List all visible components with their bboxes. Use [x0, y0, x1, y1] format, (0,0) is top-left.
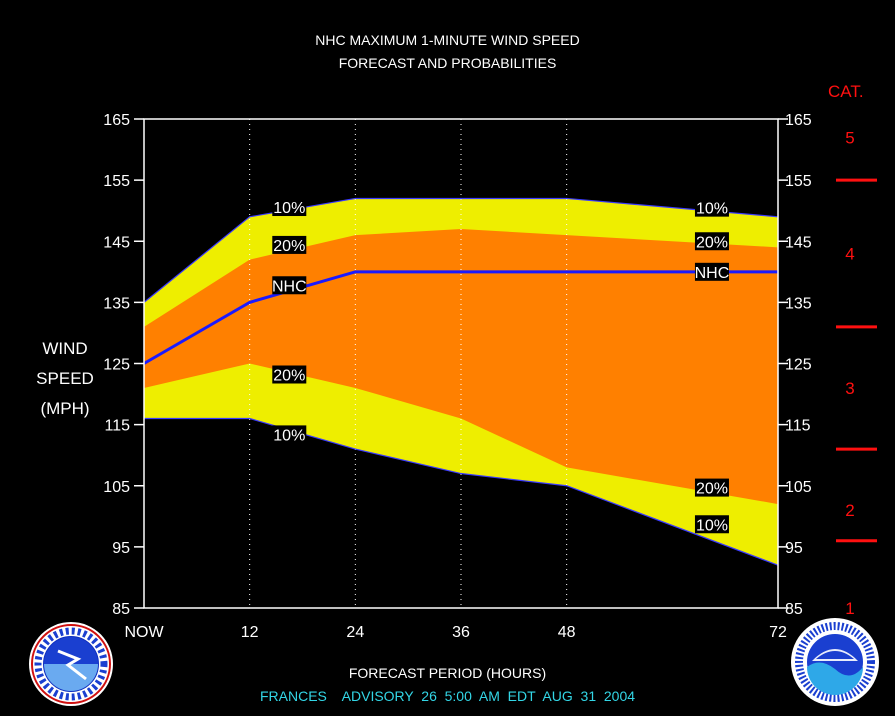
annotation-box — [272, 235, 307, 254]
annotation-label: NHC — [695, 265, 730, 282]
annotation-label: 20% — [273, 368, 305, 385]
annotation-box — [272, 425, 307, 444]
annotation-label: 10% — [696, 201, 728, 218]
annotation-box — [694, 198, 729, 217]
chart-title-line1: NHC MAXIMUM 1-MINUTE WIND SPEED — [315, 32, 580, 48]
y-tick-label-right: 85 — [785, 601, 803, 618]
y-tick-label-right: 105 — [785, 479, 812, 496]
y-tick-label-left: 155 — [103, 173, 130, 190]
y-tick-label-right: 155 — [785, 173, 812, 190]
y-tick-label-right: 165 — [785, 112, 812, 129]
category-label: 4 — [845, 244, 854, 263]
annotation-box — [272, 276, 307, 295]
annotation-label: 20% — [273, 238, 305, 255]
y-tick-label-left: 135 — [103, 295, 130, 312]
y-axis-label-line2: SPEED — [36, 369, 94, 388]
annotation-box — [272, 198, 307, 217]
noaa-logo — [791, 618, 879, 706]
y-axis-label-line3: (MPH) — [40, 399, 90, 418]
x-tick-label: 72 — [769, 624, 787, 641]
nhc-forecast-line — [143, 270, 778, 365]
y-tick-label-left: 165 — [103, 112, 130, 129]
y-tick-label-right: 115 — [785, 418, 811, 435]
y-tick-label-left: 95 — [112, 540, 130, 557]
x-tick-label: 12 — [241, 624, 259, 641]
x-axis-label: FORECAST PERIOD (HOURS) — [348, 665, 547, 681]
category-axis-title: CAT. — [828, 82, 864, 101]
band-edge-line-0 — [143, 197, 779, 303]
x-tick-label: NOW — [124, 624, 164, 641]
y-tick-label-right: 145 — [785, 234, 812, 251]
annotation-box — [272, 365, 307, 384]
annotation-box — [694, 478, 729, 497]
annotation-box — [694, 262, 729, 281]
chart-title-line2: FORECAST AND PROBABILITIES — [338, 55, 557, 71]
category-label: 1 — [845, 599, 854, 618]
band-edge-line-1 — [144, 417, 779, 566]
y-tick-label-right: 135 — [785, 295, 812, 312]
annotation-label: 20% — [696, 481, 728, 498]
y-tick-label-right: 95 — [785, 540, 803, 557]
category-label: 2 — [845, 501, 854, 520]
category-label: 5 — [845, 128, 854, 147]
y-tick-label-right: 125 — [785, 357, 812, 374]
x-tick-label: 24 — [346, 624, 364, 641]
band-20-percent — [144, 229, 778, 505]
x-tick-label: 36 — [452, 624, 470, 641]
x-tick-label: 48 — [558, 624, 576, 641]
y-axis-label-line1: WIND — [42, 339, 88, 358]
y-tick-label-left: 105 — [103, 479, 130, 496]
annotation-label: 20% — [696, 234, 728, 251]
annotation-label: 10% — [273, 200, 305, 217]
advisory-line: FRANCES ADVISORY 26 5:00 AM EDT AUG 31 2… — [259, 688, 636, 704]
y-tick-label-left: 85 — [112, 601, 130, 618]
annotation-label: NHC — [272, 278, 307, 295]
annotation-box — [694, 232, 729, 251]
nws-logo — [29, 622, 113, 706]
annotation-label: 10% — [696, 517, 728, 534]
y-tick-label-left: 145 — [103, 234, 130, 251]
annotation-label: 10% — [273, 427, 305, 444]
annotation-box — [694, 515, 729, 534]
y-tick-label-left: 115 — [104, 418, 130, 435]
y-tick-label-left: 125 — [103, 357, 130, 374]
category-label: 3 — [845, 379, 854, 398]
